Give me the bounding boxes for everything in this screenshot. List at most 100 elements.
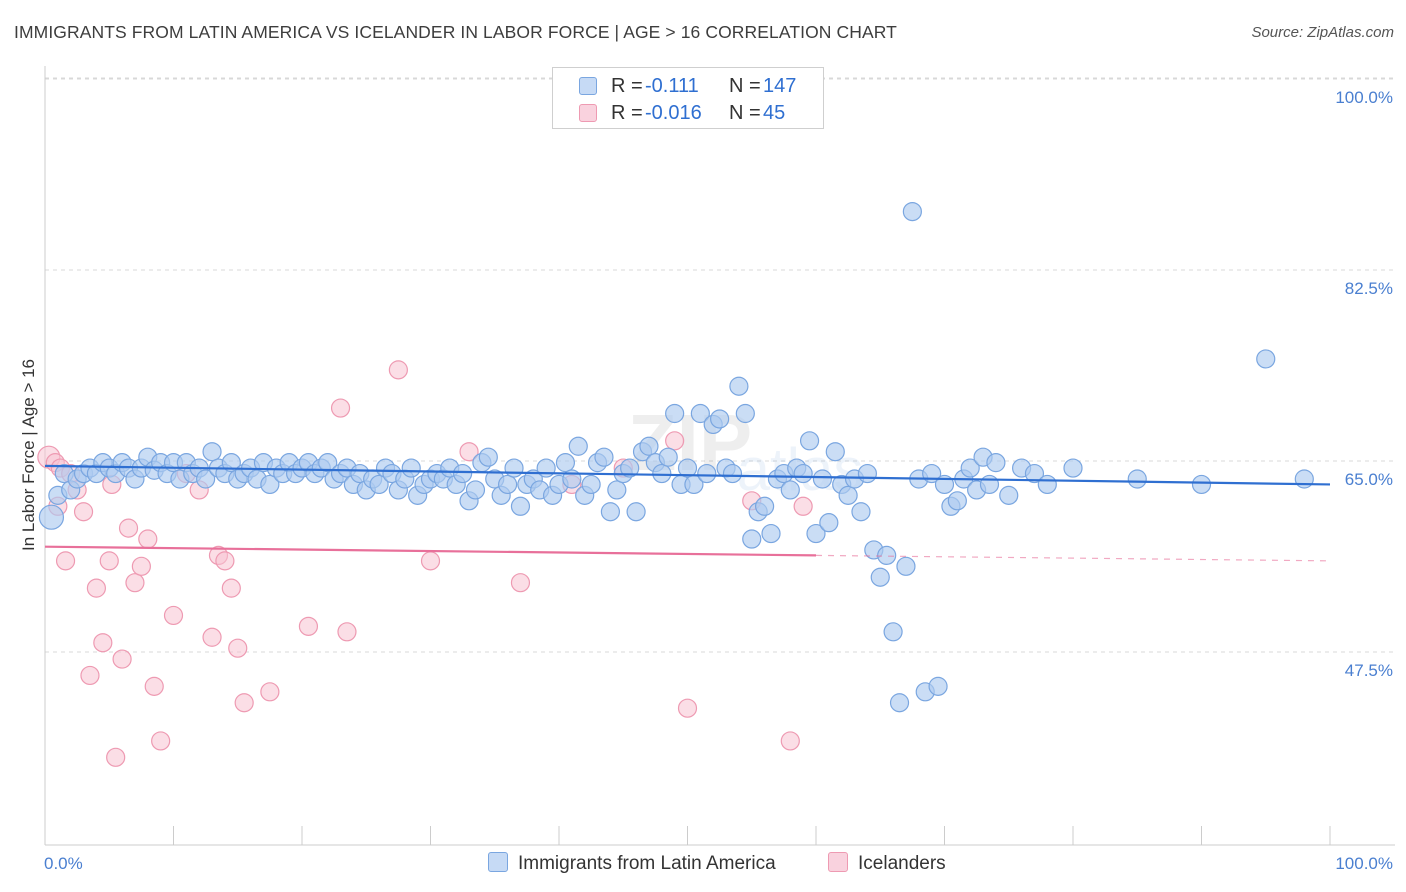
icelander-point — [138, 529, 158, 549]
latin-america-point — [819, 513, 839, 533]
icelander-point — [55, 551, 76, 571]
latin-america-point — [825, 442, 845, 462]
latin-america-point — [896, 556, 916, 576]
legend-n-label: N = — [729, 102, 761, 124]
x-tick-label: 100.0% — [1335, 854, 1393, 873]
icelander-point — [793, 496, 813, 516]
latin-america-point — [568, 436, 588, 456]
latin-america-point — [620, 458, 640, 478]
latin-america-point — [658, 447, 678, 467]
latin-america-point — [812, 469, 833, 489]
y-tick-label: 82.5% — [1345, 279, 1393, 298]
latin-america-point — [1127, 469, 1147, 489]
latin-america-point — [883, 622, 903, 642]
latin-america-point — [600, 502, 621, 522]
latin-america-point — [639, 436, 659, 456]
latin-america-point — [761, 523, 781, 544]
latin-america-point — [594, 447, 614, 467]
trend-layer — [44, 464, 1331, 562]
latin-america-point — [838, 485, 858, 505]
latin-america-point — [889, 693, 910, 713]
icelander-point — [228, 638, 248, 658]
latin-america-point — [665, 403, 685, 424]
series-legend-latin-america: Immigrants from Latin America — [488, 852, 776, 875]
icelander-point — [80, 665, 100, 686]
latin-america-point — [947, 491, 967, 511]
latin-america-point — [697, 463, 717, 484]
latin-america-point — [555, 453, 576, 473]
icelander-point — [510, 573, 531, 593]
icelander-point — [131, 556, 151, 576]
latin-america-point — [510, 496, 531, 516]
latin-america-point — [498, 474, 518, 495]
latin-america-point — [928, 676, 948, 696]
icelander-point — [459, 442, 479, 462]
legend-r-value: -0.016 — [645, 102, 702, 124]
icelander-point — [163, 605, 184, 626]
grid-layer — [45, 77, 1395, 653]
label-layer: 100.0% 82.5% 65.0% 47.5% 0.0% 100.0% In Labor … — [19, 88, 1393, 873]
latin-america-point — [453, 463, 473, 484]
y-axis-label: In Labor Force | Age > 16 — [19, 359, 38, 551]
latin-america-point — [38, 504, 65, 530]
icelander-point — [420, 551, 441, 571]
latin-america-point — [729, 376, 749, 396]
icelander-point — [112, 649, 132, 669]
icelander-point — [780, 731, 800, 751]
latin-america-point — [780, 480, 800, 500]
icelander-point — [665, 431, 685, 451]
series-legend-label: Immigrants from Latin America — [518, 853, 776, 874]
icelanders-trendline-extension — [815, 554, 1331, 562]
latin-america-point — [793, 463, 813, 484]
icelander-point — [330, 398, 351, 418]
latin-america-point — [626, 502, 646, 522]
latin-america-trendline — [44, 464, 1331, 486]
latin-america-point — [504, 458, 524, 478]
latin-america-point — [754, 496, 775, 516]
legend-r-label: R = — [611, 75, 643, 97]
pink-swatch-icon — [828, 852, 848, 872]
icelander-point — [677, 698, 698, 718]
latin-america-point — [401, 458, 421, 478]
series-legend: Immigrants from Latin America Icelanders — [0, 852, 1406, 878]
legend-n-value: 45 — [763, 102, 786, 124]
legend-n-value: 147 — [763, 75, 797, 97]
latin-america-point — [870, 567, 890, 587]
icelander-point — [298, 616, 319, 636]
icelander-point — [73, 502, 94, 522]
latin-america-point — [221, 453, 241, 473]
icelander-point — [234, 693, 254, 713]
latin-america-point — [1294, 469, 1314, 489]
icelander-point — [106, 747, 126, 767]
icelander-point — [388, 360, 408, 380]
icelander-point — [99, 551, 119, 571]
icelander-point — [202, 627, 222, 647]
latin-america-point — [710, 409, 730, 429]
latin-america-point — [690, 403, 710, 424]
latin-america-point — [677, 458, 698, 478]
icelander-point — [221, 578, 241, 598]
pink-swatch-icon — [579, 104, 597, 122]
latin-america-point — [722, 463, 743, 484]
latin-america-point — [465, 480, 486, 500]
icelander-point — [215, 551, 235, 571]
legend-r-label: R = — [611, 102, 643, 124]
legend-row-icelanders: R = -0.016 N = 45 — [553, 100, 823, 128]
latin-america-point — [1256, 349, 1276, 369]
y-tick-label: 100.0% — [1335, 88, 1393, 107]
latin-america-point — [478, 447, 498, 467]
y-tick-label: 47.5% — [1345, 661, 1393, 680]
chart-source: Source: ZipAtlas.com — [1251, 24, 1394, 41]
legend-row-latin-america: R = -0.111 N = 147 — [553, 73, 823, 101]
chart-title: IMMIGRANTS FROM LATIN AMERICA VS ICELAND… — [14, 22, 897, 42]
latin-america-point — [960, 458, 980, 478]
latin-america-point — [1037, 474, 1057, 495]
latin-america-point — [652, 463, 672, 484]
icelander-point — [86, 578, 107, 598]
axis-layer — [44, 66, 1395, 846]
latin-america-point — [857, 463, 878, 484]
icelander-point — [151, 731, 171, 751]
y-tick-label: 65.0% — [1345, 470, 1393, 489]
latin-america-point — [260, 474, 280, 495]
